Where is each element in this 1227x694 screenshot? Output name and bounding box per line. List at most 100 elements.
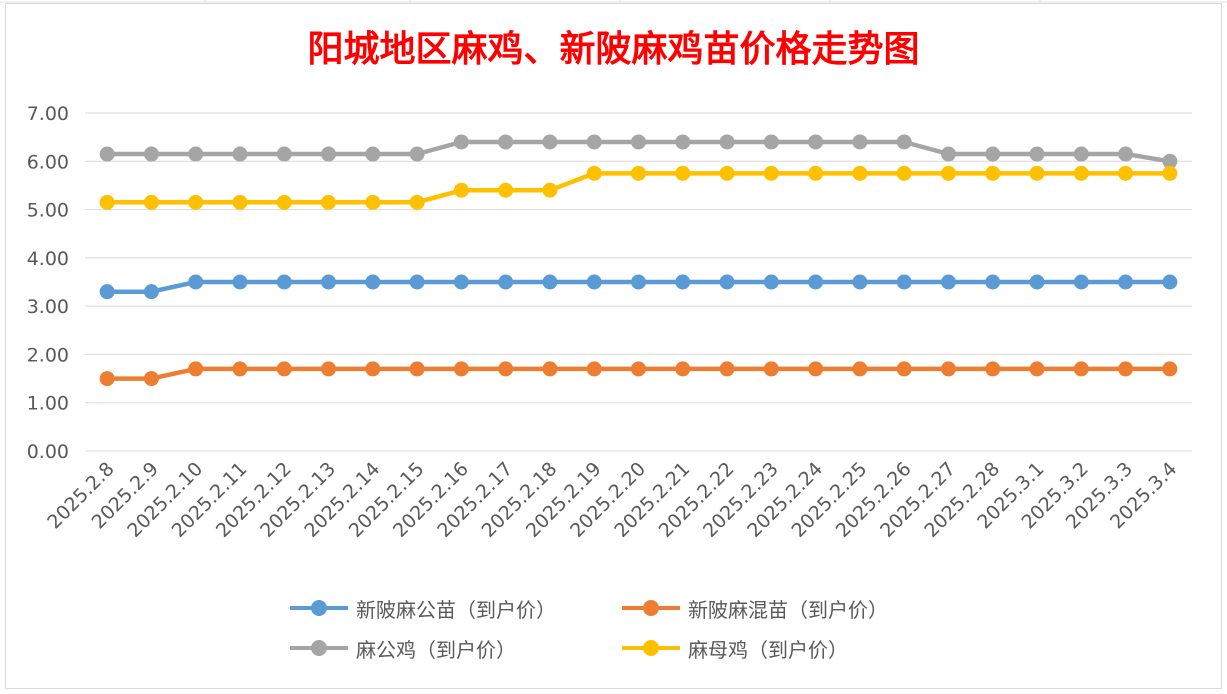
legend-item-series-3[interactable]: 麻母鸡（到户价） [622, 632, 848, 664]
data-point [498, 182, 514, 198]
data-point [852, 361, 868, 377]
data-point [276, 361, 292, 377]
y-axis-ticks: 0.00 1.00 2.00 3.00 4.00 5.00 6.00 7.00 [27, 103, 69, 463]
data-point [586, 165, 602, 181]
legend-item-series-0[interactable]: 新陂麻公苗（到户价） [290, 592, 556, 624]
data-point [321, 274, 337, 290]
data-point [99, 194, 115, 210]
data-point [719, 134, 735, 150]
y-tick-label: 4.00 [27, 248, 69, 270]
data-point [586, 134, 602, 150]
data-point [896, 134, 912, 150]
data-point [99, 146, 115, 162]
legend-swatch [290, 598, 348, 618]
data-point [365, 361, 381, 377]
data-point [542, 361, 558, 377]
data-point [808, 274, 824, 290]
data-point [896, 361, 912, 377]
data-point [1162, 361, 1178, 377]
data-point [409, 194, 425, 210]
data-point [143, 371, 159, 387]
chart-area[interactable] [5, 3, 1222, 689]
legend-swatch [622, 598, 680, 618]
x-axis-ticks: 2025.2.82025.2.92025.2.102025.2.112025.2… [43, 458, 1181, 542]
series-lines [99, 134, 1178, 387]
data-point [985, 165, 1001, 181]
legend-label: 麻母鸡（到户价） [688, 637, 848, 662]
data-point [409, 274, 425, 290]
data-point [1029, 274, 1045, 290]
data-point [409, 146, 425, 162]
data-point [1162, 153, 1178, 169]
data-point [1118, 361, 1134, 377]
data-point [852, 274, 868, 290]
data-point [321, 361, 337, 377]
legend-label: 新陂麻公苗（到户价） [356, 597, 556, 622]
data-point [409, 361, 425, 377]
data-point [940, 274, 956, 290]
y-tick-label: 6.00 [27, 151, 69, 173]
data-point [232, 361, 248, 377]
data-point [852, 165, 868, 181]
gridlines [85, 112, 1192, 452]
data-point [276, 146, 292, 162]
data-point [940, 361, 956, 377]
y-tick-label: 0.00 [27, 441, 69, 463]
data-point [675, 274, 691, 290]
y-tick-label: 5.00 [27, 200, 69, 222]
legend-label: 新陂麻混苗（到户价） [688, 597, 888, 622]
data-point [453, 134, 469, 150]
data-point [675, 361, 691, 377]
data-point [542, 134, 558, 150]
legend-label: 麻公鸡（到户价） [356, 637, 516, 662]
legend-item-series-2[interactable]: 麻公鸡（到户价） [290, 632, 516, 664]
data-point [542, 274, 558, 290]
data-point [852, 134, 868, 150]
data-point [719, 274, 735, 290]
data-point [940, 165, 956, 181]
data-point [321, 146, 337, 162]
chart-title: 阳城地区麻鸡、新陂麻鸡苗价格走势图 [307, 28, 920, 70]
data-point [675, 165, 691, 181]
data-point [232, 274, 248, 290]
series-0 [99, 274, 1178, 300]
data-point [896, 165, 912, 181]
data-point [719, 361, 735, 377]
data-point [542, 182, 558, 198]
data-point [143, 194, 159, 210]
data-point [1073, 146, 1089, 162]
data-point [99, 371, 115, 387]
legend-item-series-1[interactable]: 新陂麻混苗（到户价） [622, 592, 888, 624]
data-point [631, 134, 646, 150]
data-point [188, 274, 204, 290]
data-point [188, 146, 204, 162]
data-point [586, 361, 602, 377]
data-point [365, 274, 381, 290]
data-point [188, 361, 204, 377]
series-1 [99, 361, 1178, 387]
data-point [453, 182, 469, 198]
series-3 [99, 165, 1178, 210]
data-point [808, 361, 824, 377]
data-point [232, 146, 248, 162]
data-point [453, 361, 469, 377]
y-tick-label: 1.00 [27, 393, 69, 415]
data-point [763, 274, 779, 290]
data-point [719, 165, 735, 181]
data-point [985, 361, 1001, 377]
data-point [1029, 361, 1045, 377]
data-point [631, 274, 646, 290]
data-point [143, 146, 159, 162]
data-point [631, 361, 646, 377]
y-tick-label: 7.00 [27, 103, 69, 125]
data-point [99, 284, 115, 300]
data-point [498, 361, 514, 377]
data-point [365, 194, 381, 210]
data-point [365, 146, 381, 162]
data-point [276, 194, 292, 210]
data-point [1118, 165, 1134, 181]
series-2 [99, 134, 1178, 169]
data-point [1118, 146, 1134, 162]
